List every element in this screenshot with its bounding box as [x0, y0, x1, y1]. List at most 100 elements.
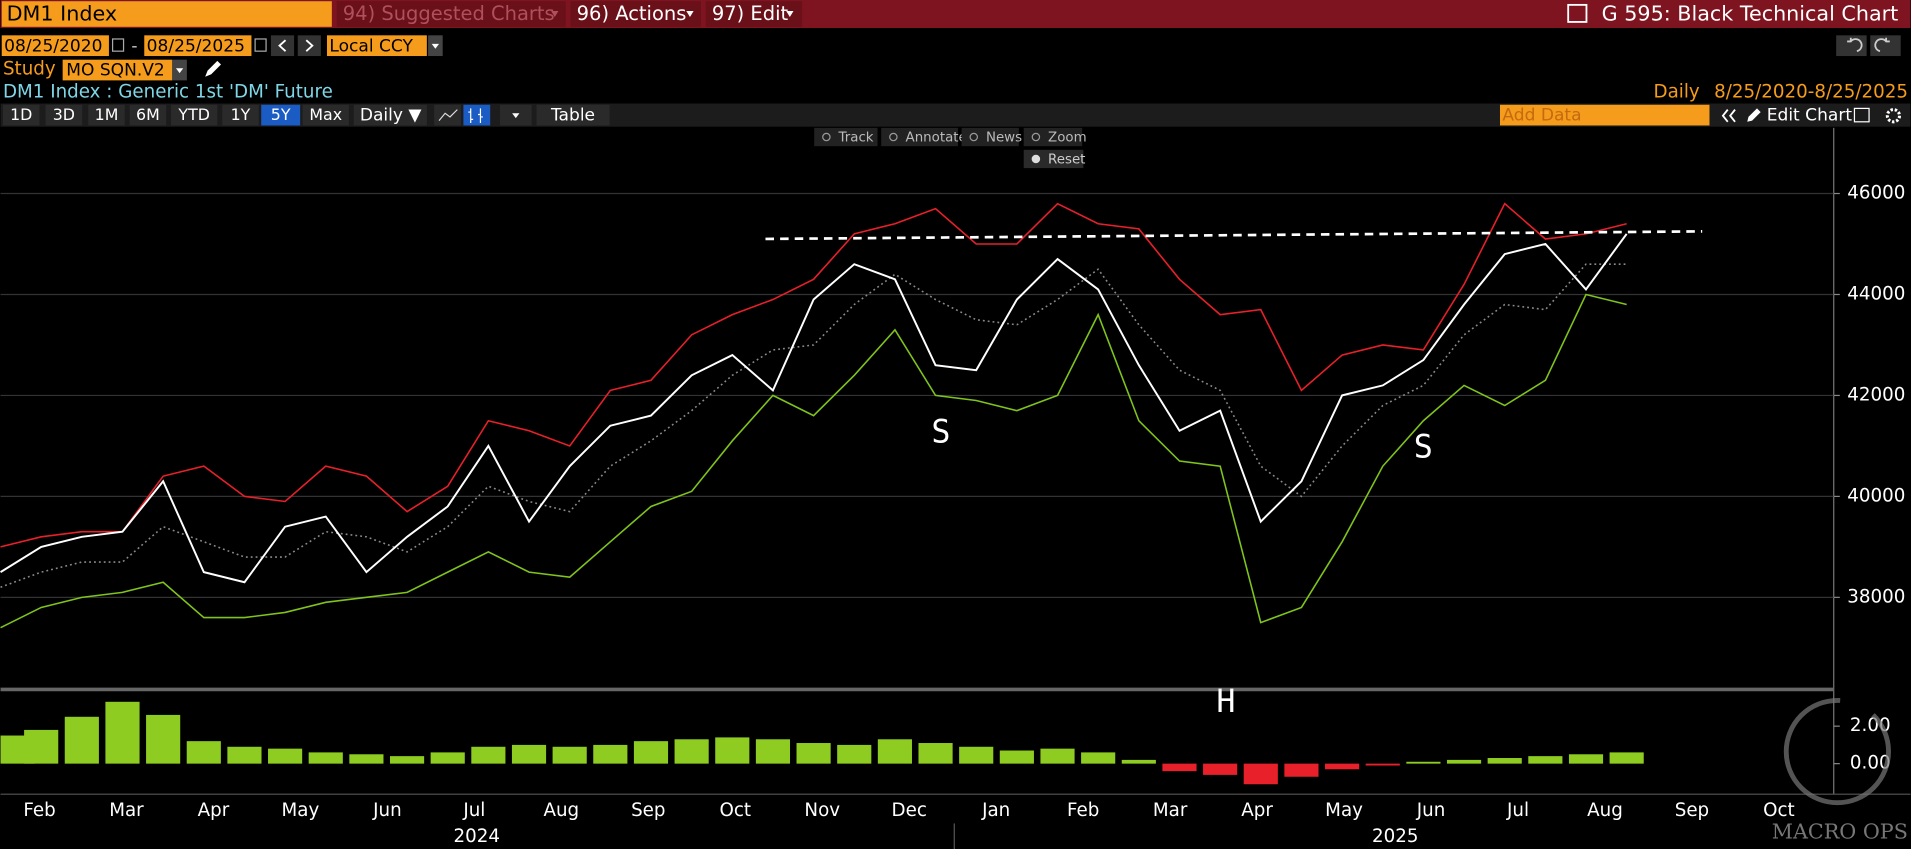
menu-item: 97) Edit: [712, 2, 789, 25]
calendar-icon[interactable]: [254, 38, 267, 52]
menu-button[interactable]: [570, 1, 701, 27]
histogram-bar: [511, 744, 547, 764]
prev-button[interactable]: [270, 35, 295, 57]
bar-style-button[interactable]: [463, 104, 491, 126]
edit-chart[interactable]: Edit Chart: [1767, 106, 1853, 126]
tool-button[interactable]: [881, 127, 958, 147]
tool-icon: [969, 132, 979, 142]
tool-label: News: [986, 131, 1022, 146]
y-tick-label: 38000: [1847, 586, 1905, 607]
currency-box[interactable]: [326, 35, 427, 57]
x-tick-label: Aug: [543, 800, 579, 821]
series-line: [0, 202, 1627, 548]
x-tick-label: Jan: [981, 800, 1010, 821]
menu-item: 96) Actions: [577, 2, 687, 25]
oscillator-panel: 0.002.00: [0, 701, 1891, 785]
histogram-bar: [227, 746, 262, 764]
date-box[interactable]: [144, 35, 252, 57]
period-label: 5Y: [271, 105, 291, 124]
undo-icon: [1847, 37, 1863, 53]
period-button[interactable]: [302, 104, 349, 126]
window-title: G 595: Black Technical Chart: [1602, 2, 1899, 26]
tool-button[interactable]: [814, 127, 878, 147]
histogram-bar: [349, 754, 384, 764]
edit-icon[interactable]: [1853, 107, 1870, 123]
menu-item: 94) Suggested Charts: [343, 2, 555, 25]
x-tick-label: Sep: [631, 800, 665, 821]
histogram-bar: [186, 741, 221, 764]
x-tick-label: May: [282, 800, 320, 821]
period-label: 1M: [95, 105, 119, 124]
frequency-menu[interactable]: [353, 104, 427, 126]
period-button[interactable]: [45, 104, 83, 126]
settings-icon[interactable]: [1885, 108, 1902, 124]
menu-button[interactable]: [705, 1, 803, 27]
series-line: [0, 233, 1628, 584]
currency: Local CCY: [329, 36, 413, 56]
reset-icon: [1031, 154, 1041, 164]
histogram-bar: [796, 743, 831, 764]
dropdown-arrow: [786, 10, 794, 18]
reset-label: Reset: [1048, 153, 1085, 168]
period-label: 1D: [10, 105, 32, 124]
prev-icon: [278, 39, 287, 52]
x-tick-label: Jun: [1416, 800, 1446, 821]
period-button[interactable]: [261, 104, 301, 126]
security: DM1 Index: [7, 2, 117, 26]
x-tick-label: Jun: [372, 800, 402, 821]
table-button[interactable]: [536, 104, 610, 126]
tool-button[interactable]: [961, 127, 1019, 147]
histogram-bar: [430, 752, 465, 764]
histogram-bar: [64, 716, 99, 764]
histogram-bar: [1609, 752, 1644, 764]
dropdown-arrow: [551, 10, 559, 18]
collapse-icon[interactable]: [1721, 109, 1736, 123]
period-label: 3D: [53, 105, 75, 124]
x-tick-label: Feb: [1067, 800, 1099, 821]
launch-icon[interactable]: [1567, 3, 1588, 23]
period-button[interactable]: [222, 104, 259, 126]
dropdown-arrow: [512, 113, 520, 119]
period-button[interactable]: [2, 104, 40, 126]
study-box[interactable]: [62, 59, 173, 81]
calendar-icon[interactable]: [111, 38, 125, 52]
y-tick-label: 44000: [1847, 283, 1905, 304]
histogram-bar: [633, 741, 669, 764]
x-tick-label: Jul: [1506, 800, 1529, 821]
tool-icon: [822, 132, 831, 142]
add-data-box[interactable]: [1499, 104, 1710, 126]
redo-icon: [1874, 37, 1890, 53]
menu-button[interactable]: [336, 1, 566, 27]
security-box[interactable]: [1, 1, 332, 27]
period-button[interactable]: [171, 104, 218, 126]
histogram-bar: [24, 729, 59, 764]
y-tick-label: 46000: [1847, 183, 1905, 204]
x-tick-label: Oct: [1763, 800, 1795, 821]
x-tick-label: Dec: [892, 800, 927, 821]
date-separator: -: [131, 36, 137, 56]
tool-button[interactable]: [1023, 127, 1083, 147]
period-button[interactable]: [88, 104, 125, 126]
histogram-bar: [1243, 763, 1278, 785]
histogram-bar: [146, 714, 181, 764]
line-icon: [438, 109, 458, 121]
date-range: 8/25/2020-8/25/2025: [1714, 82, 1908, 103]
reset-button[interactable]: [1023, 149, 1084, 169]
next-button[interactable]: [297, 35, 321, 57]
resistance-line: [765, 230, 1703, 241]
tool-label: Annotate: [906, 131, 967, 146]
bar-icon: [468, 108, 483, 124]
pencil-icon: [1747, 108, 1761, 122]
watermark-logo: [1783, 697, 1891, 806]
histogram-bar: [1040, 748, 1075, 764]
histogram-bar: [959, 746, 994, 764]
y-tick-label: 42000: [1847, 384, 1905, 405]
next-icon: [305, 39, 314, 52]
frequency-menu-label: Daily ▼: [360, 106, 423, 126]
year-label: 2025: [1372, 826, 1419, 847]
histogram-bar: [1081, 752, 1116, 764]
histogram-bar: [674, 739, 709, 764]
date-box[interactable]: [1, 35, 109, 57]
period-button[interactable]: [129, 104, 167, 126]
pencil-icon[interactable]: [205, 60, 221, 77]
